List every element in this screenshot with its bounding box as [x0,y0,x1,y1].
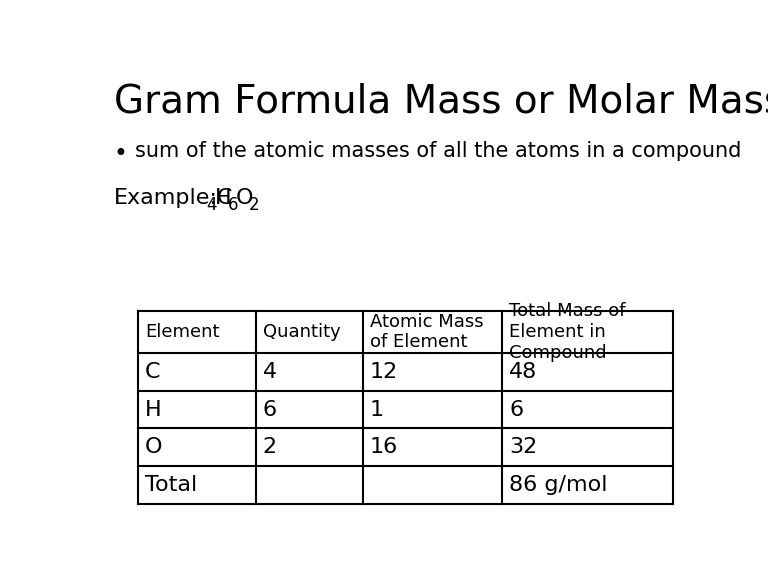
Text: 12: 12 [370,362,398,382]
Text: Atomic Mass
of Element: Atomic Mass of Element [370,313,483,351]
Text: 16: 16 [370,437,398,457]
Text: 48: 48 [509,362,538,382]
Text: Total: Total [145,475,197,495]
Text: C: C [145,362,161,382]
Text: Quantity: Quantity [263,323,340,341]
Text: Gram Formula Mass or Molar Mass: Gram Formula Mass or Molar Mass [114,82,768,120]
Text: sum of the atomic masses of all the atoms in a compound: sum of the atomic masses of all the atom… [134,141,741,161]
Text: O: O [145,437,162,457]
Text: 4: 4 [207,196,217,214]
Text: •: • [114,142,127,166]
Text: 2: 2 [263,437,276,457]
Text: H: H [214,188,231,209]
Text: 86 g/mol: 86 g/mol [509,475,607,495]
Text: Total Mass of
Element in
Compound: Total Mass of Element in Compound [509,302,626,362]
Text: Element: Element [145,323,220,341]
Text: H: H [145,400,161,419]
Text: 32: 32 [509,437,538,457]
Text: 4: 4 [263,362,276,382]
Text: 6: 6 [509,400,523,419]
Text: 6: 6 [227,196,238,214]
Text: Example:C: Example:C [114,188,233,209]
Text: 2: 2 [249,196,260,214]
Text: 6: 6 [263,400,276,419]
Text: 1: 1 [370,400,384,419]
Text: O: O [236,188,253,209]
